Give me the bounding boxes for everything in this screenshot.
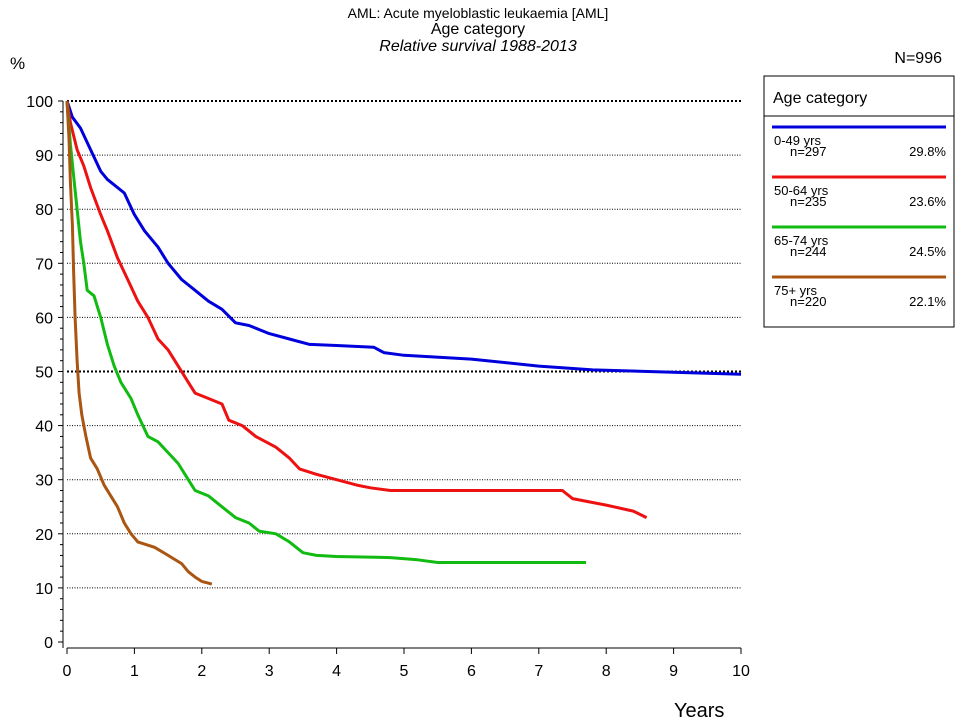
legend-pct-0-49-yrs: 29.8% <box>909 144 946 159</box>
legend-n-75-yrs: n=220 <box>790 294 827 309</box>
y-tick-label-80: 80 <box>35 202 53 219</box>
x-tick-label-8: 8 <box>602 663 611 680</box>
legend-label-50-64-yrs: 50-64 yrs <box>774 183 829 198</box>
x-tick-label-5: 5 <box>400 663 409 680</box>
legend-n-0-49-yrs: n=297 <box>790 144 827 159</box>
x-tick-label-4: 4 <box>332 663 341 680</box>
x-tick-label-7: 7 <box>534 663 543 680</box>
y-tick-label-10: 10 <box>35 581 53 598</box>
chart-subtitle-italic: Relative survival 1988-2013 <box>379 38 577 55</box>
x-tick-label-9: 9 <box>669 663 678 680</box>
y-axis-unit: % <box>10 54 26 73</box>
series-line-0-49-yrs <box>65 100 742 376</box>
legend-n-50-64-yrs: n=235 <box>790 194 827 209</box>
tick-labels: 0 10 20 30 40 50 60 70 80 90 100 0 1 2 3 4 5 6 7 8 9 10 <box>26 94 750 680</box>
legend-pct-75-yrs: 22.1% <box>909 294 946 309</box>
legend-label-75-yrs: 75+ yrs <box>774 283 817 298</box>
x-tick-label-3: 3 <box>265 663 274 680</box>
x-tick-label-10: 10 <box>732 663 750 680</box>
y-tick-label-70: 70 <box>35 256 53 273</box>
legend-label-0-49-yrs: 0-49 yrs <box>774 133 821 148</box>
series-line-75-yrs <box>65 100 213 586</box>
x-tick-label-6: 6 <box>467 663 476 680</box>
chart-subtitle: Age category <box>430 21 526 38</box>
x-axis-label: Years <box>674 700 725 722</box>
y-tick-label-60: 60 <box>35 310 53 327</box>
legend-box <box>763 75 955 328</box>
chart-title: AML: Acute myeloblastic leukaemia [AML] <box>347 5 609 21</box>
y-tick-label-90: 90 <box>35 148 53 165</box>
x-tick-label-2: 2 <box>197 663 206 680</box>
series-lines <box>65 100 742 586</box>
y-tick-label-20: 20 <box>35 527 53 544</box>
y-tick-label-30: 30 <box>35 473 53 490</box>
legend-title: Age category <box>773 90 867 107</box>
series-line-65-74-yrs <box>65 100 586 564</box>
y-tick-label-100: 100 <box>26 94 53 111</box>
series-line-50-64-yrs <box>65 100 648 519</box>
axes <box>58 100 742 654</box>
total-n-label: N=996 <box>894 50 942 67</box>
x-tick-label-0: 0 <box>63 663 72 680</box>
legend-pct-65-74-yrs: 24.5% <box>909 244 946 259</box>
x-tick-label-1: 1 <box>130 663 139 680</box>
y-tick-label-0: 0 <box>44 635 53 652</box>
legend-n-65-74-yrs: n=244 <box>790 244 827 259</box>
y-tick-label-40: 40 <box>35 419 53 436</box>
legend-pct-50-64-yrs: 23.6% <box>909 194 946 209</box>
y-tick-label-50: 50 <box>35 365 53 382</box>
legend-label-65-74-yrs: 65-74 yrs <box>774 233 829 248</box>
